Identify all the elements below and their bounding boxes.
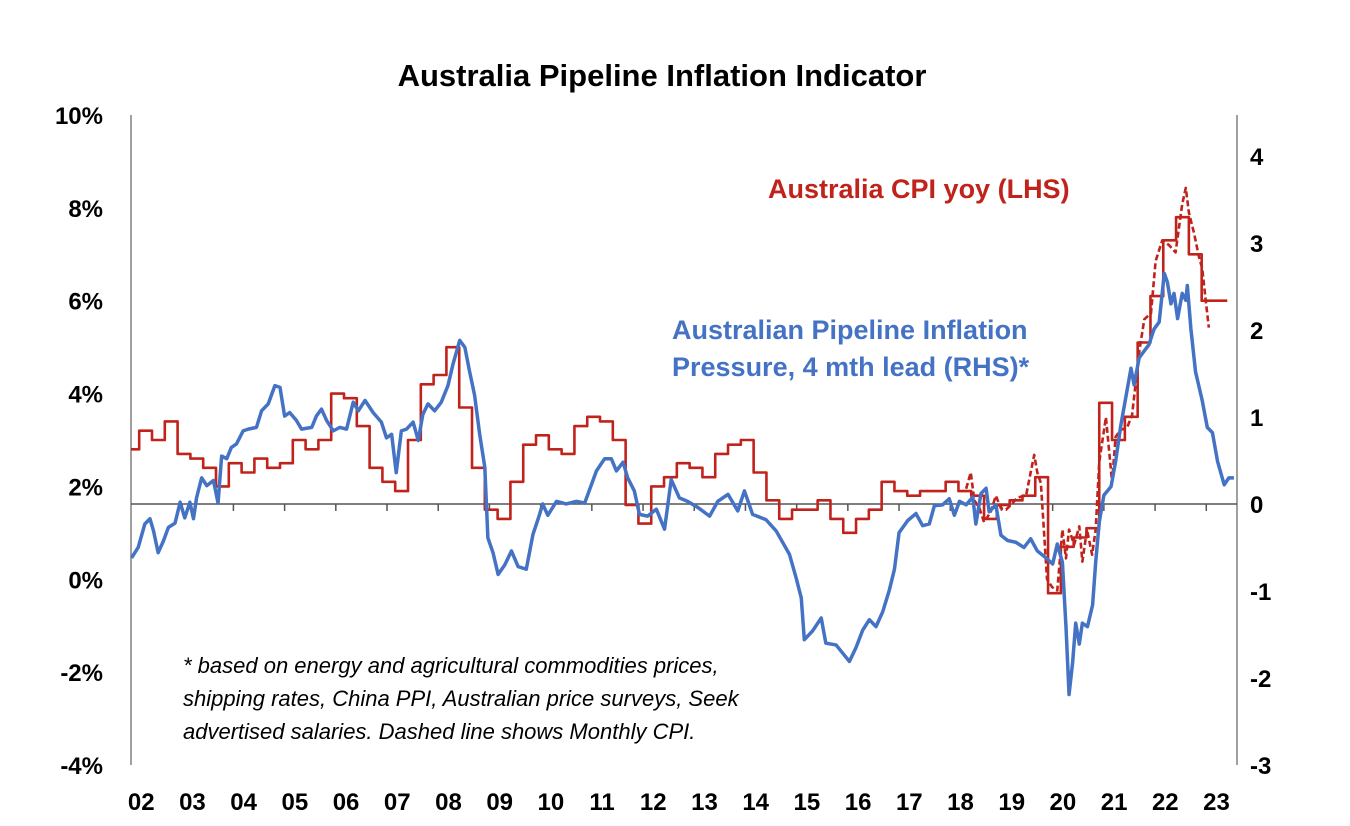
left-tick-label: -4% [60,753,103,780]
left-tick-label: -2% [60,660,103,687]
left-tick-label: 0% [68,567,103,594]
cpi-step-line [131,215,1228,595]
chart-title: Australia Pipeline Inflation Indicator [398,58,927,93]
x-tick-label: 19 [998,789,1025,816]
x-tick-label: 04 [230,789,257,816]
footnote-line1: * based on energy and agricultural commo… [183,653,719,678]
right-tick-label: 2 [1250,318,1263,345]
left-tick-label: 10% [55,103,103,130]
right-tick-label: -3 [1250,753,1271,780]
left-tick-label: 2% [68,474,103,501]
left-tick-label: 6% [68,289,103,316]
x-tick-label: 11 [589,789,614,816]
x-tick-label: 20 [1050,789,1077,816]
x-tick-label: 21 [1101,789,1128,816]
x-tick-label: 12 [640,789,667,816]
x-tick-label: 10 [538,789,565,816]
pipeline-series-label-line1: Australian Pipeline Inflation [672,315,1028,345]
right-tick-label: 3 [1250,231,1263,258]
x-tick-label: 15 [794,789,821,816]
right-tick-label: -1 [1250,579,1271,606]
x-tick-label: 05 [282,789,309,816]
x-tick-label: 18 [947,789,974,816]
x-tick-label: 13 [691,789,718,816]
x-tick-label: 14 [742,789,769,816]
right-tick-label: 4 [1250,144,1264,171]
x-tick-label: 03 [179,789,206,816]
series-layer [130,186,1234,697]
right-tick-label: -2 [1250,666,1271,693]
right-tick-label: 1 [1250,405,1263,432]
x-tick-label: 09 [486,789,513,816]
x-tick-label: 16 [845,789,872,816]
left-tick-label: 8% [68,196,103,223]
right-tick-label: 0 [1250,492,1263,519]
x-tick-label: 08 [435,789,462,816]
x-tick-label: 02 [128,789,155,816]
monthly-cpi-dashed-line [964,186,1211,592]
x-tick-label: 22 [1152,789,1179,816]
footnote-line2: shipping rates, China PPI, Australian pr… [183,686,740,711]
x-tick-label: 07 [384,789,411,816]
pipeline-series-label-line2: Pressure, 4 mth lead (RHS)* [672,352,1030,382]
cpi-series-label: Australia CPI yoy (LHS) [768,174,1070,204]
left-tick-label: 4% [68,382,103,409]
footnote-line3: advertised salaries. Dashed line shows M… [183,719,695,744]
x-tick-label: 17 [896,789,923,816]
pipeline-inflation-line [130,271,1234,697]
x-tick-label: 23 [1203,789,1230,816]
x-tick-label: 06 [333,789,360,816]
